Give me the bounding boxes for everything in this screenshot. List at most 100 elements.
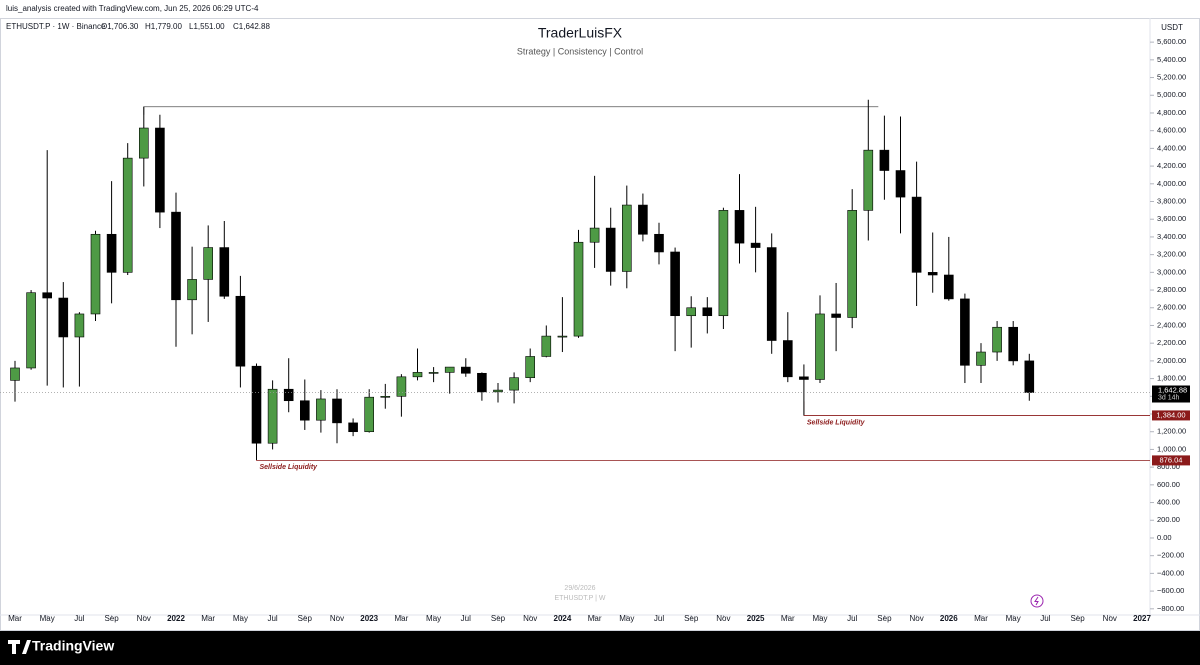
candle-body xyxy=(831,313,841,318)
candle-body xyxy=(396,376,407,397)
candle-body xyxy=(460,366,471,374)
candle-body xyxy=(139,127,149,159)
footer-bar xyxy=(0,631,1200,665)
candle-body xyxy=(541,335,552,357)
x-tick-label: Jul xyxy=(1040,614,1050,623)
last-price-label: 1,642.88 xyxy=(1158,385,1187,394)
open-value: O1,706.30 xyxy=(101,22,139,31)
candle-body xyxy=(316,398,326,421)
candle-body xyxy=(90,233,101,315)
candle-body xyxy=(879,149,890,171)
candle-body xyxy=(750,242,761,248)
candle-body xyxy=(927,272,938,276)
candle-body xyxy=(428,372,439,374)
watermark-symbol: ETHUSDT.P | W xyxy=(554,595,605,602)
candle-body xyxy=(106,233,117,273)
y-tick-label: 5,400.00 xyxy=(1157,55,1186,64)
y-tick-label: 2,800.00 xyxy=(1157,285,1186,294)
y-tick-label: 5,200.00 xyxy=(1157,73,1186,82)
x-tick-label: May xyxy=(233,614,248,623)
y-tick-label: 1,800.00 xyxy=(1157,374,1186,383)
brand-logo xyxy=(8,640,31,654)
candle-body xyxy=(348,422,358,433)
close-value: C1,642.88 xyxy=(233,22,270,31)
candle-body xyxy=(509,377,519,391)
candle-body xyxy=(782,340,793,378)
y-tick-label: 400.00 xyxy=(1157,498,1180,507)
x-tick-label: Nov xyxy=(330,614,344,623)
x-tick-label: Nov xyxy=(909,614,923,623)
y-tick-label: 200.00 xyxy=(1157,515,1180,524)
candle-body xyxy=(26,292,36,369)
candle-body xyxy=(283,388,294,402)
candle-body xyxy=(702,307,713,317)
x-tick-label: 2023 xyxy=(360,614,378,623)
candle-body xyxy=(364,396,375,433)
candle-body xyxy=(171,211,181,301)
candle-body xyxy=(895,170,906,198)
x-tick-label: Jul xyxy=(267,614,277,623)
candle-body xyxy=(670,251,680,317)
candle-body xyxy=(654,233,664,253)
candle-body xyxy=(251,365,262,444)
candle-body xyxy=(42,292,53,299)
candle-body xyxy=(1024,360,1035,393)
x-tick-label: Mar xyxy=(395,614,409,623)
candle-body xyxy=(58,297,69,338)
candle-body xyxy=(815,313,825,380)
y-tick-label: 4,600.00 xyxy=(1157,126,1186,135)
candle-body xyxy=(219,247,230,297)
candle-body xyxy=(557,335,568,338)
x-tick-label: May xyxy=(40,614,55,623)
x-tick-label: May xyxy=(812,614,827,623)
candle-body xyxy=(847,210,858,318)
candle-body xyxy=(155,127,165,213)
candle-body xyxy=(332,398,342,424)
y-tick-label: 3,400.00 xyxy=(1157,232,1186,241)
candle-body xyxy=(686,307,697,317)
candle-body xyxy=(493,389,503,393)
candle-body xyxy=(187,279,197,301)
x-tick-label: Mar xyxy=(781,614,795,623)
y-tick-label: −200.00 xyxy=(1157,551,1184,560)
candle-body xyxy=(605,227,616,272)
x-tick-label: Mar xyxy=(201,614,215,623)
level-price-box xyxy=(1152,410,1190,421)
candle-body xyxy=(943,274,954,300)
x-tick-label: Nov xyxy=(523,614,537,623)
x-tick-label: 2027 xyxy=(1133,614,1151,623)
symbol: ETHUSDT.P · 1W · Binance xyxy=(6,22,106,31)
y-tick-label: 800.00 xyxy=(1157,462,1180,471)
x-tick-label: Mar xyxy=(588,614,602,623)
watermark-date: 29/6/2026 xyxy=(564,585,595,592)
countdown-label: 3d 14h xyxy=(1158,394,1180,401)
y-tick-label: 3,800.00 xyxy=(1157,196,1186,205)
x-tick-label: Jul xyxy=(847,614,857,623)
y-tick-label: 5,000.00 xyxy=(1157,90,1186,99)
level-price-label: 1,384.00 xyxy=(1156,410,1185,419)
x-tick-label: Sep xyxy=(104,614,119,623)
last-price-box xyxy=(1152,385,1190,403)
candle-body xyxy=(766,247,777,341)
candle-body xyxy=(74,313,85,338)
alert-icon[interactable] xyxy=(1030,594,1044,608)
y-tick-label: 1,200.00 xyxy=(1157,427,1186,436)
x-tick-label: 2026 xyxy=(940,614,958,623)
x-tick-label: Sep xyxy=(491,614,506,623)
y-tick-label: 1,000.00 xyxy=(1157,444,1186,453)
low-value: L1,551.00 xyxy=(189,22,225,31)
brand-name: TradingView xyxy=(32,638,114,654)
candle-body xyxy=(299,400,310,421)
candle-body xyxy=(734,210,745,244)
candle-body xyxy=(589,227,600,243)
x-tick-label: Mar xyxy=(8,614,22,623)
x-tick-label: May xyxy=(619,614,634,623)
level-price-box xyxy=(1152,455,1190,466)
candle-body xyxy=(573,241,584,337)
x-tick-label: Jul xyxy=(654,614,664,623)
top-bar xyxy=(0,0,1200,18)
candle-body xyxy=(203,247,213,280)
x-tick-label: Sep xyxy=(1070,614,1085,623)
